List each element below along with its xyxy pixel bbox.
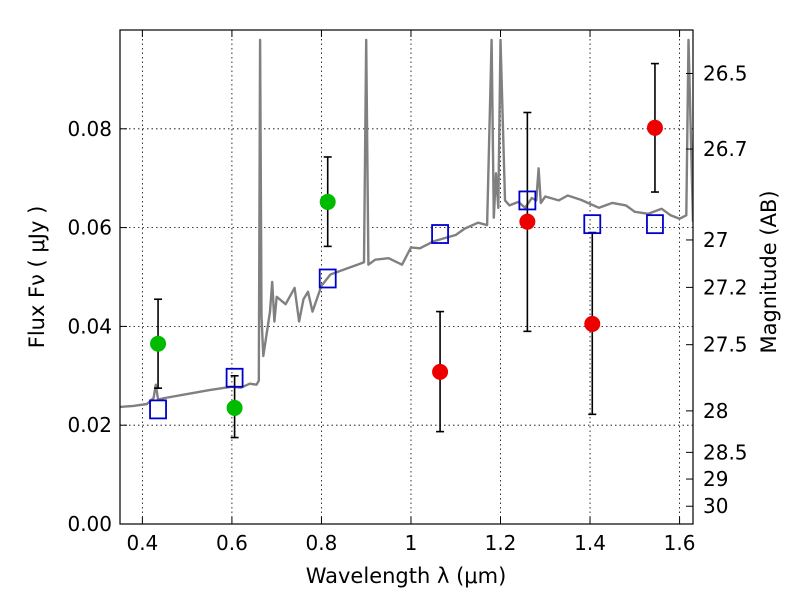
- data-point-square: [431, 224, 449, 244]
- right-tick-label: 30: [703, 494, 728, 518]
- y-axis-label: Flux Fν ( μJy ): [25, 206, 49, 349]
- x-tick-label: 1.6: [664, 531, 696, 555]
- data-point-square: [318, 268, 337, 289]
- data-point-circle: [319, 193, 336, 210]
- data-point-square: [149, 399, 167, 420]
- data-point-circle: [584, 315, 601, 332]
- right-tick-label: 26.7: [703, 137, 748, 161]
- spectrum-line: [120, 38, 693, 409]
- data-point-square: [225, 367, 244, 388]
- data-point-square: [583, 214, 602, 235]
- data-point-circle: [226, 399, 243, 416]
- x-axis-label: Wavelength λ (μm): [306, 564, 507, 588]
- x-tick-label: 1.2: [485, 531, 517, 555]
- right-tick-label: 28.5: [703, 440, 748, 464]
- y-tick-label: 0.04: [67, 314, 112, 338]
- data-point-square: [518, 190, 537, 211]
- axis-ticks: 0.4 0.6 0.8 1 1.2 1.4 1.6 0.00 0.02 0.04 0.06 0.08 2…: [67, 30, 748, 555]
- y-tick-label: 0.08: [67, 117, 112, 141]
- right-tick-label: 27.2: [703, 275, 748, 299]
- x-tick-label: 1: [405, 531, 418, 555]
- right-tick-label: 27.5: [703, 333, 748, 357]
- x-tick-label: 0.6: [216, 531, 248, 555]
- data-point-square: [646, 214, 664, 235]
- plot-frame: [119, 29, 694, 525]
- data-point-circle: [646, 119, 663, 136]
- right-tick-label: 27: [703, 228, 728, 252]
- y-tick-label: 0.02: [67, 413, 112, 437]
- right-axis-label: Magnitude (AB): [757, 190, 781, 353]
- y-tick-label: 0.06: [67, 216, 112, 240]
- data-points: [149, 119, 664, 420]
- model-spectrum: [120, 38, 693, 409]
- x-tick-label: 0.4: [126, 531, 158, 555]
- right-tick-label: 29: [703, 467, 728, 491]
- plot-background: [120, 30, 693, 524]
- data-point-circle: [519, 213, 536, 230]
- right-tick-label: 28: [703, 399, 728, 423]
- data-point-circle: [432, 363, 449, 380]
- data-point-circle: [150, 335, 167, 352]
- x-tick-label: 0.8: [306, 531, 338, 555]
- y-tick-label: 0.00: [67, 512, 112, 536]
- x-tick-label: 1.4: [574, 531, 606, 555]
- right-tick-label: 26.5: [703, 61, 748, 85]
